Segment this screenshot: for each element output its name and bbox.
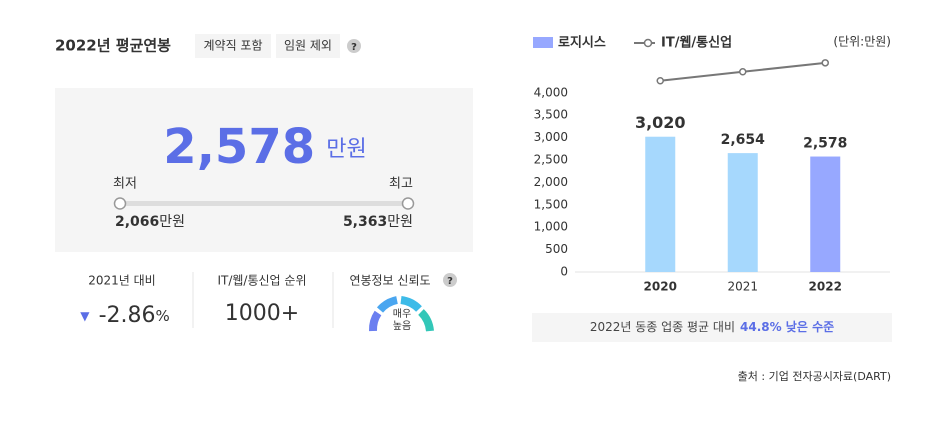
y-tick-label: 1,000 — [534, 220, 568, 234]
min-amount: 2,066만원 — [115, 214, 185, 230]
gauge-text: 높음 — [393, 320, 411, 332]
gauge-segment — [418, 309, 434, 332]
range-knob — [113, 197, 127, 210]
amount-unit: 만원 — [326, 137, 366, 162]
help-icon[interactable] — [347, 39, 361, 53]
range-track — [120, 201, 408, 206]
legend-marker[interactable] — [643, 38, 653, 48]
min-label: 최저 — [113, 177, 137, 192]
down-arrow: ▼ — [80, 309, 90, 323]
value-label: 3,020 — [635, 113, 686, 132]
legend-swatch[interactable] — [533, 37, 553, 48]
y-tick-label: 2,000 — [534, 175, 568, 189]
help-icon[interactable] — [443, 273, 457, 287]
range-knob — [401, 197, 415, 210]
gauge — [368, 296, 434, 332]
stat-label: IT/웹/통신업 순위 — [217, 274, 306, 288]
stat-label: 2021년 대비 — [88, 274, 155, 288]
x-tick-label: 2020 — [644, 280, 677, 294]
value-label: 2,654 — [721, 132, 766, 148]
footnote-highlight: 44.8% 낮은 수준 — [740, 319, 834, 334]
legend-label[interactable]: 로지시스 — [558, 36, 606, 51]
min-value: 2,066 — [115, 214, 159, 230]
y-tick-label: 500 — [545, 242, 568, 256]
y-tick-label: 1,500 — [534, 197, 568, 211]
value-label: 2,578 — [803, 136, 847, 152]
y-tick-label: 0 — [560, 265, 568, 279]
bar — [727, 153, 758, 272]
y-tick-label: 2,500 — [534, 153, 568, 167]
summary-box — [55, 88, 473, 252]
gauge-text: 매우 — [393, 308, 411, 320]
help-icon-text[interactable]: ? — [351, 42, 357, 53]
tag-box — [195, 34, 271, 58]
y-tick-label: 3,500 — [534, 108, 568, 122]
x-tick-label: 2021 — [727, 280, 758, 294]
legend-label[interactable]: IT/웹/통신업 — [661, 36, 732, 51]
line-point — [821, 59, 829, 67]
max-amount: 5,363만원 — [343, 214, 413, 230]
tag: 계약직 포함 — [203, 38, 262, 53]
gauge-segment — [376, 296, 399, 313]
average-amount: 2,578 만원 — [163, 119, 366, 175]
chart: 로지시스 IT/웹/통신업 (단위:만원) 0 500 1,000 1,500 2,00… — [533, 35, 891, 294]
tag-box — [276, 34, 340, 58]
bar — [810, 156, 841, 272]
amount: 2,578 — [163, 119, 315, 175]
max-label: 최고 — [389, 177, 413, 192]
line-point — [739, 68, 747, 76]
max-value: 5,363 — [343, 214, 387, 230]
y-tick-label: 4,000 — [534, 85, 568, 99]
title: 2022년 평균연봉 — [55, 37, 171, 55]
unit-note: (단위:만원) — [833, 35, 891, 49]
help-icon-text[interactable]: ? — [447, 276, 453, 287]
gauge-segment — [400, 296, 422, 312]
x-tick-label: 2022 — [809, 280, 842, 294]
footnote-box — [532, 313, 892, 342]
change: -2.86 — [99, 303, 156, 328]
change-unit: % — [156, 307, 170, 325]
max-unit: 만원 — [387, 214, 413, 230]
line-point — [656, 76, 664, 85]
gauge-segment — [368, 310, 382, 332]
source: 출처 : 기업 전자공시자료(DART) — [738, 370, 891, 383]
footnote-text: 2022년 동종 업종 평균 대비 — [590, 320, 735, 334]
y-tick-label: 3,000 — [534, 130, 568, 144]
stat-value: ▼ -2.86% — [80, 303, 170, 328]
min-unit: 만원 — [159, 214, 185, 230]
stat-label: 연봉정보 신뢰도 — [349, 274, 430, 288]
bar — [645, 136, 676, 272]
footnote: 2022년 동종 업종 평균 대비 44.8% 낮은 수준 — [590, 319, 834, 334]
tag: 임원 제외 — [284, 39, 332, 53]
rank: 1000+ — [225, 301, 299, 326]
